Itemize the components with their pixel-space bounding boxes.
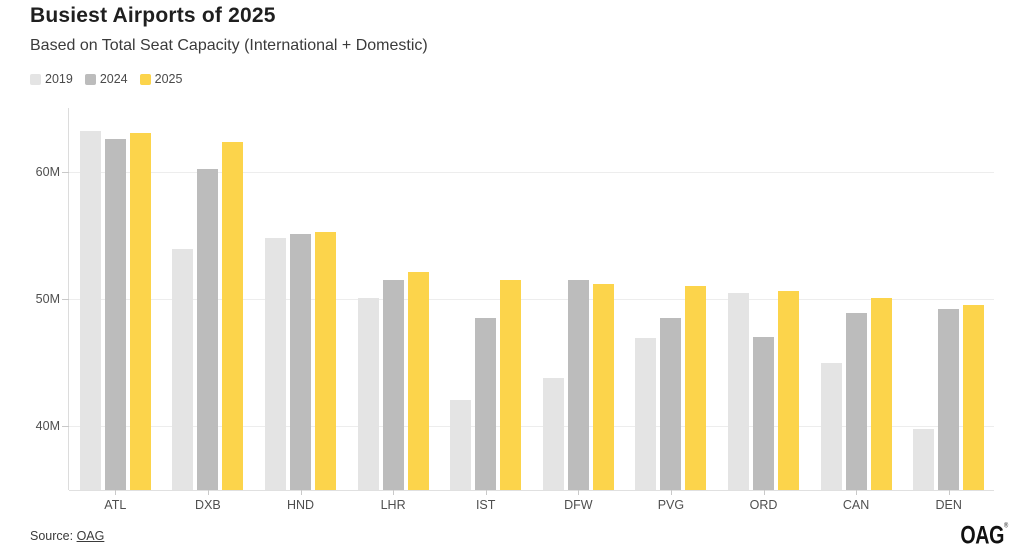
- trademark-icon: ®: [1004, 522, 1008, 530]
- x-tick-label-HND: HND: [286, 498, 315, 512]
- x-tick-label-ORD: ORD: [749, 498, 778, 512]
- x-tick-mark-ATL: [115, 490, 117, 495]
- legend-label: 2024: [99, 72, 128, 86]
- bar-PVG-2024[interactable]: [660, 318, 682, 490]
- bar-CAN-2024[interactable]: [845, 313, 867, 490]
- bar-DEN-2019[interactable]: [913, 428, 935, 490]
- bar-DXB-2019[interactable]: [172, 249, 194, 490]
- legend-label: 2025: [154, 72, 183, 86]
- legend-item-2019[interactable]: 2019: [30, 72, 73, 86]
- x-tick-mark-ORD: [763, 490, 765, 495]
- chart-subtitle: Based on Total Seat Capacity (Internatio…: [30, 37, 428, 54]
- bar-IST-2024[interactable]: [475, 318, 497, 490]
- bar-ATL-2024[interactable]: [104, 138, 126, 490]
- bar-ATL-2019[interactable]: [79, 130, 101, 490]
- plot-area: 40M 50M 60M ATL DXB HND LHR IST DFW PVG ORD CAN DEN: [36, 108, 994, 512]
- x-tick-mark-DEN: [948, 490, 950, 495]
- y-tick-mark-60M: [62, 171, 69, 173]
- bar-IST-2019[interactable]: [450, 399, 472, 490]
- legend-item-2025[interactable]: 2025: [139, 72, 183, 86]
- x-tick-label-DEN: DEN: [935, 498, 962, 512]
- source-line: Source: OAG: [30, 529, 104, 543]
- x-tick-mark-DXB: [207, 490, 209, 495]
- legend-label: 2019: [45, 72, 73, 86]
- oag-logo: OAG®: [960, 521, 1009, 550]
- x-tick-mark-PVG: [670, 490, 672, 495]
- y-tick-mark-40M: [62, 426, 69, 428]
- x-tick-label-ATL: ATL: [104, 498, 127, 512]
- bar-LHR-2019[interactable]: [357, 297, 379, 490]
- legend-swatch-2025: [139, 73, 151, 85]
- bar-ATL-2025[interactable]: [129, 133, 151, 490]
- bar-ORD-2019[interactable]: [728, 292, 749, 490]
- x-tick-mark-IST: [485, 490, 487, 495]
- legend-item-2024[interactable]: 2024: [84, 72, 128, 86]
- x-tick-mark-DFW: [578, 490, 580, 495]
- x-tick-mark-HND: [300, 490, 302, 495]
- bar-PVG-2019[interactable]: [635, 338, 657, 490]
- bar-DEN-2024[interactable]: [938, 309, 960, 490]
- x-tick-label-LHR: LHR: [380, 498, 406, 512]
- x-tick-label-PVG: PVG: [657, 498, 685, 512]
- source-link[interactable]: OAG: [76, 529, 105, 543]
- bar-DFW-2019[interactable]: [542, 377, 564, 490]
- x-tick-mark-LHR: [393, 490, 395, 495]
- bar-HND-2019[interactable]: [265, 237, 286, 490]
- bar-DXB-2025[interactable]: [222, 142, 244, 490]
- x-tick-label-IST: IST: [475, 498, 496, 512]
- bar-IST-2025[interactable]: [500, 279, 522, 490]
- x-axis-line: [69, 490, 994, 491]
- bar-CAN-2025[interactable]: [870, 297, 892, 490]
- source-label: Source:: [30, 529, 77, 543]
- y-tick-label-50M: 50M: [35, 292, 60, 306]
- bar-DXB-2024[interactable]: [197, 169, 219, 490]
- bar-LHR-2025[interactable]: [407, 272, 429, 490]
- oag-logo-text: OAG: [960, 521, 1005, 550]
- gridline-50M: [69, 299, 994, 300]
- x-tick-label-DXB: DXB: [195, 498, 221, 512]
- bar-DFW-2024[interactable]: [567, 279, 589, 490]
- bar-ORD-2025[interactable]: [778, 291, 799, 490]
- bar-CAN-2019[interactable]: [820, 362, 842, 490]
- legend: 2019 2024 2025: [30, 72, 182, 86]
- legend-swatch-2019: [30, 73, 41, 85]
- bar-HND-2025[interactable]: [315, 231, 336, 490]
- y-tick-label-40M: 40M: [35, 419, 60, 434]
- bar-DEN-2025[interactable]: [963, 305, 985, 490]
- gridline-40M: [69, 426, 994, 428]
- x-tick-mark-CAN: [856, 490, 858, 495]
- legend-swatch-2024: [84, 73, 96, 85]
- y-tick-label-60M: 60M: [35, 164, 60, 179]
- chart-title: Busiest Airports of 2025: [30, 4, 276, 27]
- bar-HND-2024[interactable]: [290, 234, 311, 490]
- x-tick-label-DFW: DFW: [564, 498, 593, 512]
- bar-DFW-2025[interactable]: [592, 283, 614, 490]
- bar-ORD-2024[interactable]: [753, 337, 774, 490]
- gridline-60M: [69, 171, 994, 173]
- y-tick-mark-50M: [62, 299, 69, 300]
- bar-LHR-2024[interactable]: [382, 279, 404, 490]
- bar-PVG-2025[interactable]: [685, 286, 707, 490]
- x-tick-label-CAN: CAN: [842, 498, 870, 512]
